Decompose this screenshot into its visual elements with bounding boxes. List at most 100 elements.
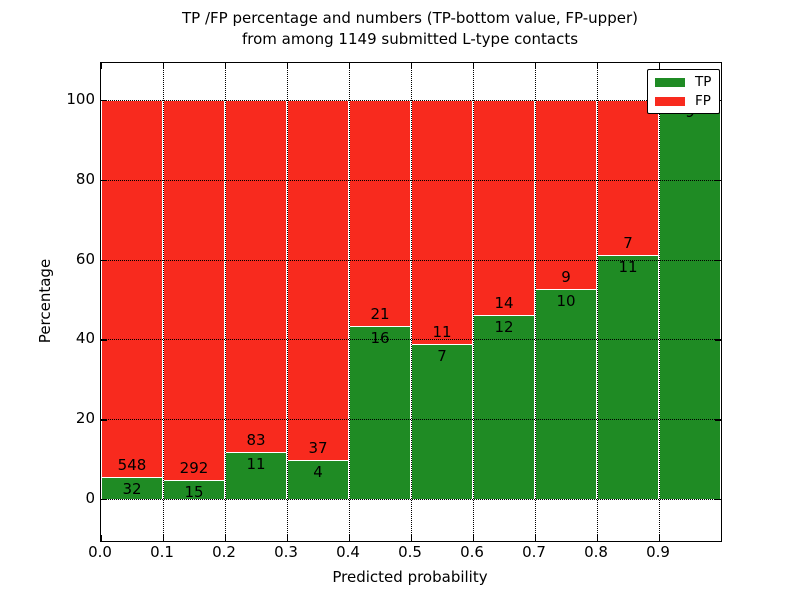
gridline-vertical — [597, 63, 598, 541]
bar-count-label-tp: 16 — [370, 329, 390, 348]
bar-segment-fp — [163, 100, 225, 480]
x-tick-label: 0.6 — [460, 543, 484, 561]
bar-count-label-fp: 548 — [117, 456, 147, 474]
bar-count-label-fp: 21 — [370, 305, 390, 324]
bar-segment-tp — [411, 343, 473, 499]
fp-color-swatch — [655, 96, 685, 106]
bar-segment-tp — [287, 460, 349, 499]
bar-count-label-tp: 7 — [437, 346, 447, 365]
tp-color-swatch — [655, 77, 685, 87]
legend-label-tp: TP — [695, 74, 712, 90]
gridline-vertical — [225, 63, 226, 541]
x-tick-mark — [597, 63, 599, 69]
gridline-vertical — [411, 63, 412, 541]
y-tick-label: 40 — [75, 329, 95, 348]
x-tick-label: 0.4 — [336, 543, 360, 561]
y-tick-label: 0 — [85, 489, 95, 507]
gridline-vertical — [349, 63, 350, 541]
gridline-vertical — [659, 63, 660, 541]
bar-count-label-fp: 83 — [246, 431, 266, 450]
x-axis-label: Predicted probability — [332, 568, 488, 586]
chart-title-line2: from among 1149 submitted L-type contact… — [241, 30, 579, 48]
y-tick-label: 20 — [75, 409, 95, 428]
bar-count-label-tp: 15 — [184, 482, 204, 501]
bar-segment-fp — [535, 100, 597, 289]
bar-count-label-fp: 37 — [308, 439, 328, 458]
bar-segment-tp — [473, 314, 535, 499]
y-tick-mark — [101, 499, 107, 501]
plot-area: TP FP 548 32 292 15 83 11 37 4 21 16 11 7 14 12 9 10 7 11… — [100, 62, 722, 542]
x-tick-mark — [101, 63, 103, 69]
x-tick-mark — [535, 535, 537, 541]
y-tick-label: 60 — [75, 249, 95, 268]
x-tick-label: 0.5 — [398, 543, 422, 561]
legend: TP FP — [647, 69, 721, 114]
x-tick-mark — [163, 535, 165, 541]
bar-count-label-tp: 10 — [556, 292, 576, 310]
x-tick-mark — [225, 63, 227, 69]
gridline-vertical — [473, 63, 474, 541]
bar-segment-tp — [659, 100, 721, 499]
x-tick-mark — [473, 63, 475, 69]
x-tick-mark — [473, 535, 475, 541]
legend-entry-tp: TP — [655, 75, 711, 89]
bar-count-label-tp: 4 — [313, 463, 323, 482]
bar-segment-tp — [349, 326, 411, 499]
bar-segment-fp — [473, 100, 535, 315]
gridline-vertical — [163, 63, 164, 541]
x-tick-mark — [411, 63, 413, 69]
y-tick-mark — [715, 419, 721, 421]
x-tick-mark — [411, 535, 413, 541]
x-tick-label: 0.7 — [522, 543, 546, 561]
chart-title: TP /FP percentage and numbers (TP-bottom… — [100, 8, 720, 50]
bar-segment-fp — [101, 100, 163, 477]
bar-count-label-fp: 292 — [179, 458, 209, 477]
bar-segment-tp — [535, 289, 597, 499]
y-tick-mark — [715, 499, 721, 501]
x-tick-mark — [101, 535, 103, 541]
chart-title-line1: TP /FP percentage and numbers (TP-bottom… — [182, 9, 638, 27]
bar-count-label-fp: 11 — [432, 322, 452, 341]
x-tick-label: 0.8 — [584, 543, 608, 561]
x-tick-label: 0.1 — [150, 543, 174, 561]
x-tick-mark — [349, 63, 351, 69]
bar-segment-fp — [411, 100, 473, 344]
y-tick-mark — [715, 339, 721, 341]
bar-segment-fp — [225, 100, 287, 453]
x-tick-mark — [349, 535, 351, 541]
y-tick-label: 80 — [75, 169, 95, 188]
bar-count-label-tp: 12 — [494, 317, 514, 336]
x-tick-mark — [163, 63, 165, 69]
y-tick-label: 100 — [66, 90, 95, 108]
x-tick-label: 0.9 — [646, 543, 670, 561]
bar-segment-tp — [597, 255, 659, 499]
bar-count-label-tp: 11 — [618, 258, 638, 277]
y-tick-mark — [101, 419, 107, 421]
bar-segment-tp — [101, 476, 163, 499]
y-tick-mark — [715, 259, 721, 261]
y-tick-mark — [101, 259, 107, 261]
x-tick-mark — [535, 63, 537, 69]
legend-label-fp: FP — [695, 93, 711, 109]
bar-count-label-fp: 7 — [623, 234, 633, 253]
x-tick-label: 0.0 — [88, 543, 112, 561]
gridline-vertical — [535, 63, 536, 541]
bar-count-label-fp: 9 — [561, 268, 571, 286]
x-tick-mark — [597, 535, 599, 541]
y-tick-mark — [101, 339, 107, 341]
bar-count-label-fp: 14 — [494, 293, 514, 312]
bar-segment-fp — [597, 100, 659, 256]
bar-count-label-tp: 32 — [122, 479, 142, 498]
x-tick-mark — [659, 63, 661, 69]
y-tick-mark — [101, 100, 107, 102]
x-tick-mark — [659, 535, 661, 541]
x-tick-label: 0.2 — [212, 543, 236, 561]
bar-segment-fp — [349, 100, 411, 327]
y-tick-mark — [101, 179, 107, 182]
y-tick-mark — [715, 179, 721, 182]
x-tick-mark — [287, 63, 289, 69]
bar-segment-tp — [225, 452, 287, 499]
gridline-vertical — [287, 63, 288, 541]
legend-entry-fp: FP — [655, 94, 711, 108]
